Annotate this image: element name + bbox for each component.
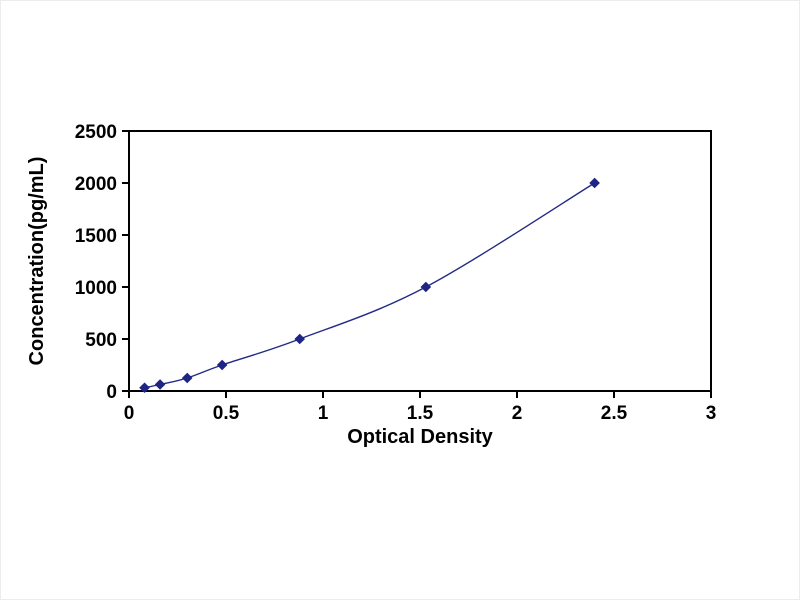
y-tick-label: 2000 — [75, 174, 117, 195]
y-axis-title: Concentration(pg/mL) — [26, 157, 48, 366]
x-tick-label: 3 — [706, 403, 717, 424]
x-tick-label: 2 — [512, 403, 523, 424]
x-axis-title: Optical Density — [347, 426, 493, 448]
data-point-marker — [181, 372, 193, 384]
y-tick-label: 1000 — [75, 278, 117, 299]
x-tick-label: 2.5 — [601, 403, 628, 424]
x-tick-label: 1.5 — [407, 403, 434, 424]
y-tick-label: 2500 — [75, 122, 117, 143]
plot-frame — [128, 130, 712, 392]
data-point-marker — [154, 379, 166, 390]
data-point-marker — [589, 177, 600, 189]
data-point-marker — [294, 333, 306, 345]
y-tick-label: 1500 — [75, 226, 117, 247]
x-tick-label: 0.5 — [213, 403, 240, 424]
standard-curve-line — [144, 182, 595, 389]
x-tick-label: 0 — [124, 403, 135, 424]
data-point-marker — [216, 359, 228, 371]
data-point-marker — [420, 281, 432, 293]
data-point-marker — [139, 382, 150, 394]
y-tick-label: 500 — [85, 330, 117, 351]
plot-area: 0 0.5 1 1.5 2 2.5 3 0 500 1000 1500 2000 2500 — [75, 122, 717, 424]
y-tick-label: 0 — [106, 382, 117, 403]
x-tick-label: 1 — [318, 403, 329, 424]
